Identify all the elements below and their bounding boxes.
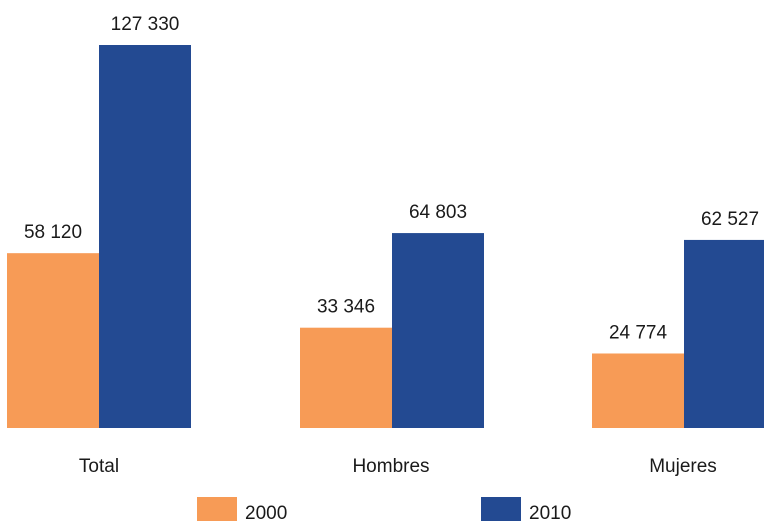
legend-swatch-2000 <box>197 497 237 521</box>
legend-label-2000: 2000 <box>245 503 287 524</box>
category-label-total: Total <box>79 456 119 477</box>
bar-total-2010 <box>99 45 191 428</box>
value-label-total-2000: 58 120 <box>24 222 82 243</box>
value-label-mujeres-2000: 24 774 <box>609 322 668 343</box>
value-label-total-2010: 127 330 <box>111 14 180 35</box>
value-label-hombres-2000: 33 346 <box>317 297 375 318</box>
legend: 2000 2010 <box>197 497 571 524</box>
bar-hombres-2000 <box>300 327 392 428</box>
legend-swatch-2010 <box>481 497 521 521</box>
bars-group <box>7 45 764 428</box>
bar-mujeres-2010 <box>684 239 764 428</box>
bar-total-2000 <box>7 253 99 428</box>
value-label-hombres-2010: 64 803 <box>409 202 467 223</box>
category-label-hombres: Hombres <box>352 456 429 477</box>
bar-hombres-2010 <box>392 233 484 428</box>
value-label-mujeres-2010: 62 527 <box>701 209 759 230</box>
value-labels-group: 58 120 127 330 33 346 64 803 24 774 62 527 <box>24 14 759 343</box>
bar-mujeres-2000 <box>592 353 684 428</box>
legend-label-2010: 2010 <box>529 503 571 524</box>
category-labels-group: Total Hombres Mujeres <box>79 456 717 477</box>
category-label-mujeres: Mujeres <box>649 456 717 477</box>
